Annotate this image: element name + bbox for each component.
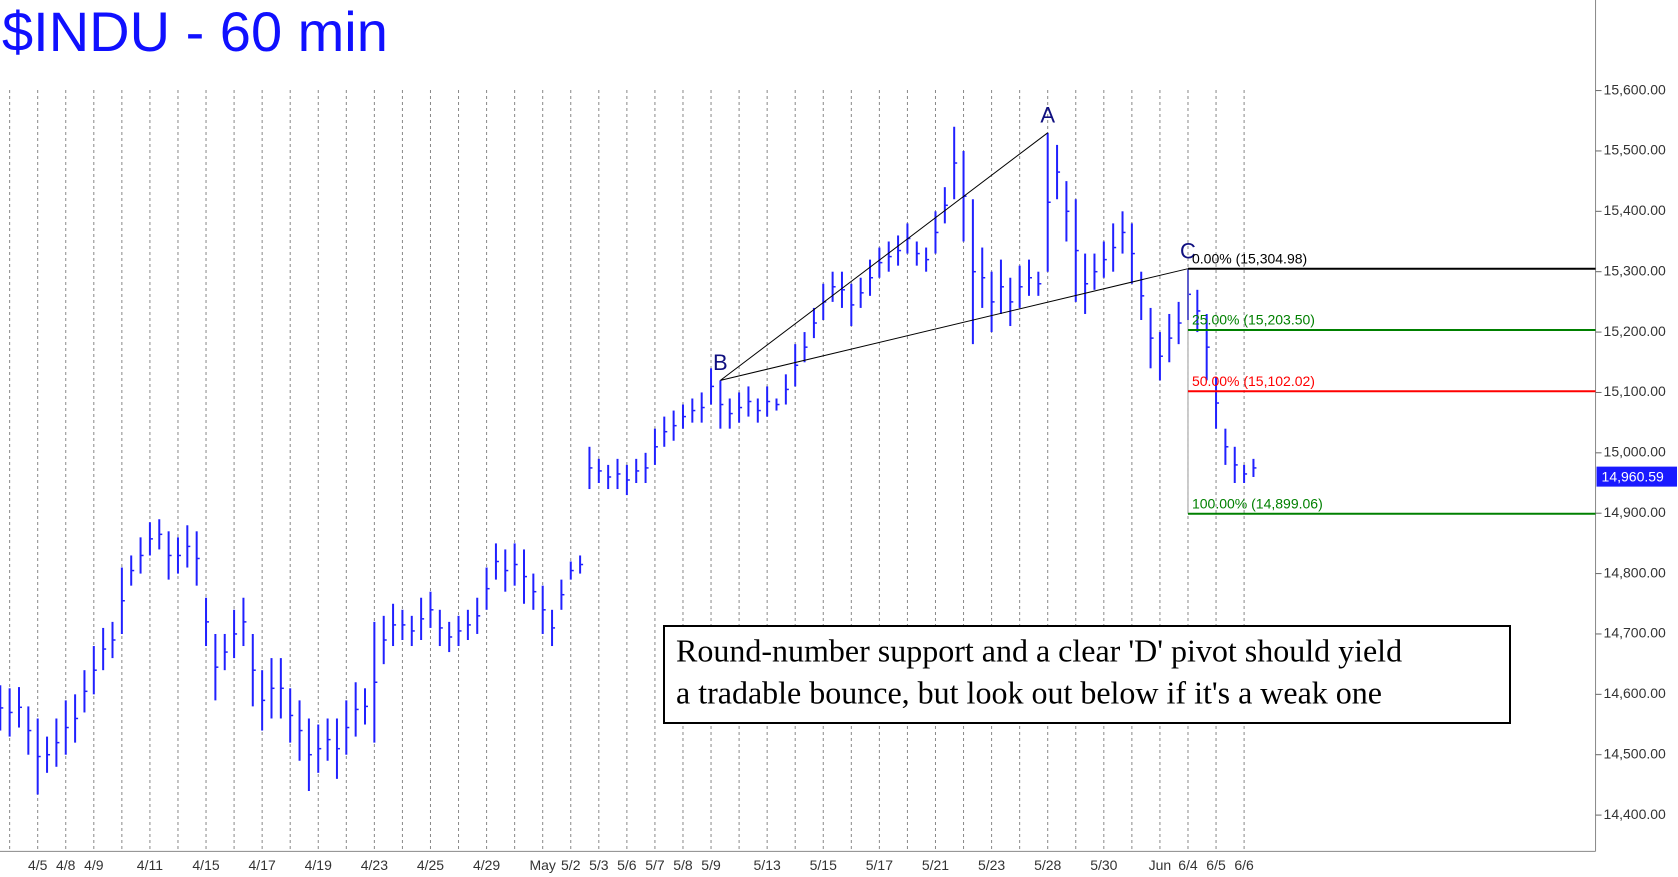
x-tick-label: 4/11 [137, 857, 163, 873]
fib-label: 0.00% (15,304.98) [1192, 250, 1307, 266]
x-tick-label: 5/2 [561, 857, 581, 873]
y-tick-label: 15,200.00 [1604, 323, 1666, 339]
y-tick-label: 14,400.00 [1604, 806, 1666, 822]
last-price-box [1596, 466, 1677, 487]
x-tick-label: 4/19 [305, 857, 332, 873]
annotation-text: Round-number support and a clear 'D' piv… [676, 632, 1402, 668]
x-tick-label: 4/29 [473, 857, 500, 873]
x-tick-label: 5/30 [1090, 857, 1117, 873]
x-tick-label: 4/25 [417, 857, 444, 873]
last-price-label: 14,960.59 [1602, 468, 1664, 484]
fib-label: 50.00% (15,102.02) [1192, 373, 1315, 389]
x-tick-label: Jun [1149, 857, 1172, 873]
x-tick-label: 5/23 [978, 857, 1005, 873]
y-tick-label: 15,100.00 [1604, 383, 1666, 399]
y-tick-label: 14,600.00 [1604, 685, 1666, 701]
x-tick-label: 6/5 [1206, 857, 1226, 873]
y-tick-label: 14,800.00 [1604, 564, 1666, 580]
x-tick-label: 4/9 [84, 857, 104, 873]
pivot-label: A [1040, 103, 1055, 128]
x-tick-label: 4/15 [192, 857, 219, 873]
y-tick-label: 15,400.00 [1604, 202, 1666, 218]
y-tick-label: 14,900.00 [1604, 504, 1666, 520]
x-tick-label: 5/21 [922, 857, 949, 873]
fib-label: 100.00% (14,899.06) [1192, 495, 1323, 511]
x-tick-label: 5/6 [617, 857, 637, 873]
pivot-label: C [1180, 238, 1196, 263]
x-tick-label: 5/8 [673, 857, 693, 873]
y-tick-label: 15,000.00 [1604, 444, 1666, 460]
x-tick-label: 6/4 [1178, 857, 1198, 873]
y-tick-label: 15,600.00 [1604, 81, 1666, 97]
x-tick-label: 4/5 [28, 857, 48, 873]
x-tick-label: 5/15 [810, 857, 837, 873]
x-tick-label: 5/17 [866, 857, 893, 873]
x-tick-label: 5/9 [701, 857, 721, 873]
pivot-label: B [713, 350, 728, 375]
y-tick-label: 15,300.00 [1604, 262, 1666, 278]
x-tick-label: 6/6 [1234, 857, 1254, 873]
annotation-text: a tradable bounce, but look out below if… [676, 674, 1382, 710]
x-tick-label: 5/13 [754, 857, 781, 873]
annotation-box [663, 625, 1511, 724]
fib-label: 25.00% (15,203.50) [1192, 312, 1315, 328]
x-tick-label: 4/23 [361, 857, 388, 873]
x-tick-label: 4/17 [249, 857, 276, 873]
x-tick-label: 5/3 [589, 857, 609, 873]
x-tick-label: 5/28 [1034, 857, 1061, 873]
pivot-line [720, 132, 1189, 381]
y-tick-label: 14,700.00 [1604, 625, 1666, 641]
x-tick-label: May [529, 857, 555, 873]
y-tick-label: 14,500.00 [1604, 745, 1666, 761]
x-tick-label: 4/8 [56, 857, 76, 873]
x-tick-label: 5/7 [645, 857, 665, 873]
y-tick-label: 15,500.00 [1604, 142, 1666, 158]
chart-title: $INDU - 60 min [2, 0, 388, 63]
